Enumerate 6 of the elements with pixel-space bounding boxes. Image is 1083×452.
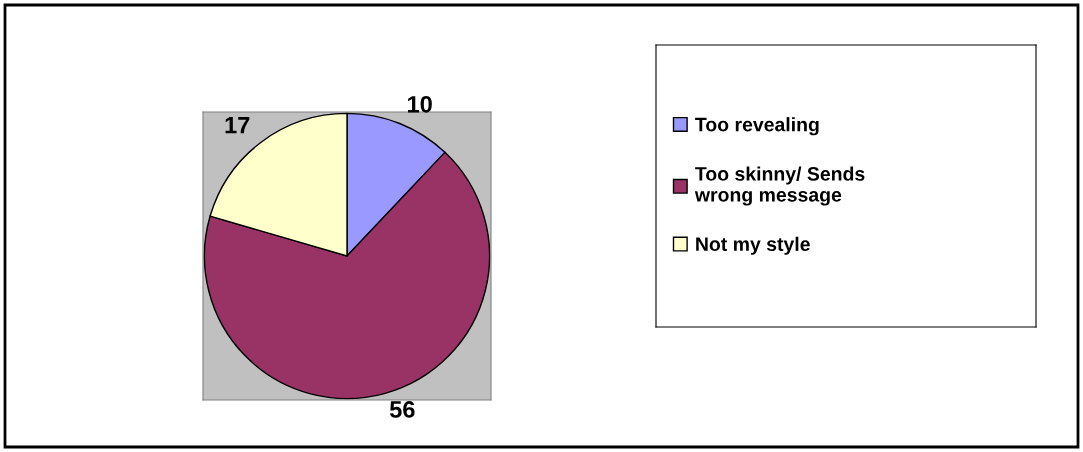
legend-label: Too revealing — [695, 117, 819, 136]
data-label: 56 — [389, 401, 415, 418]
legend-label: Not my style — [696, 236, 810, 255]
data-label: 10 — [408, 95, 432, 113]
data-label: 17 — [225, 116, 250, 134]
legend-label: Too skinny/ Sends wrong message — [694, 166, 865, 206]
